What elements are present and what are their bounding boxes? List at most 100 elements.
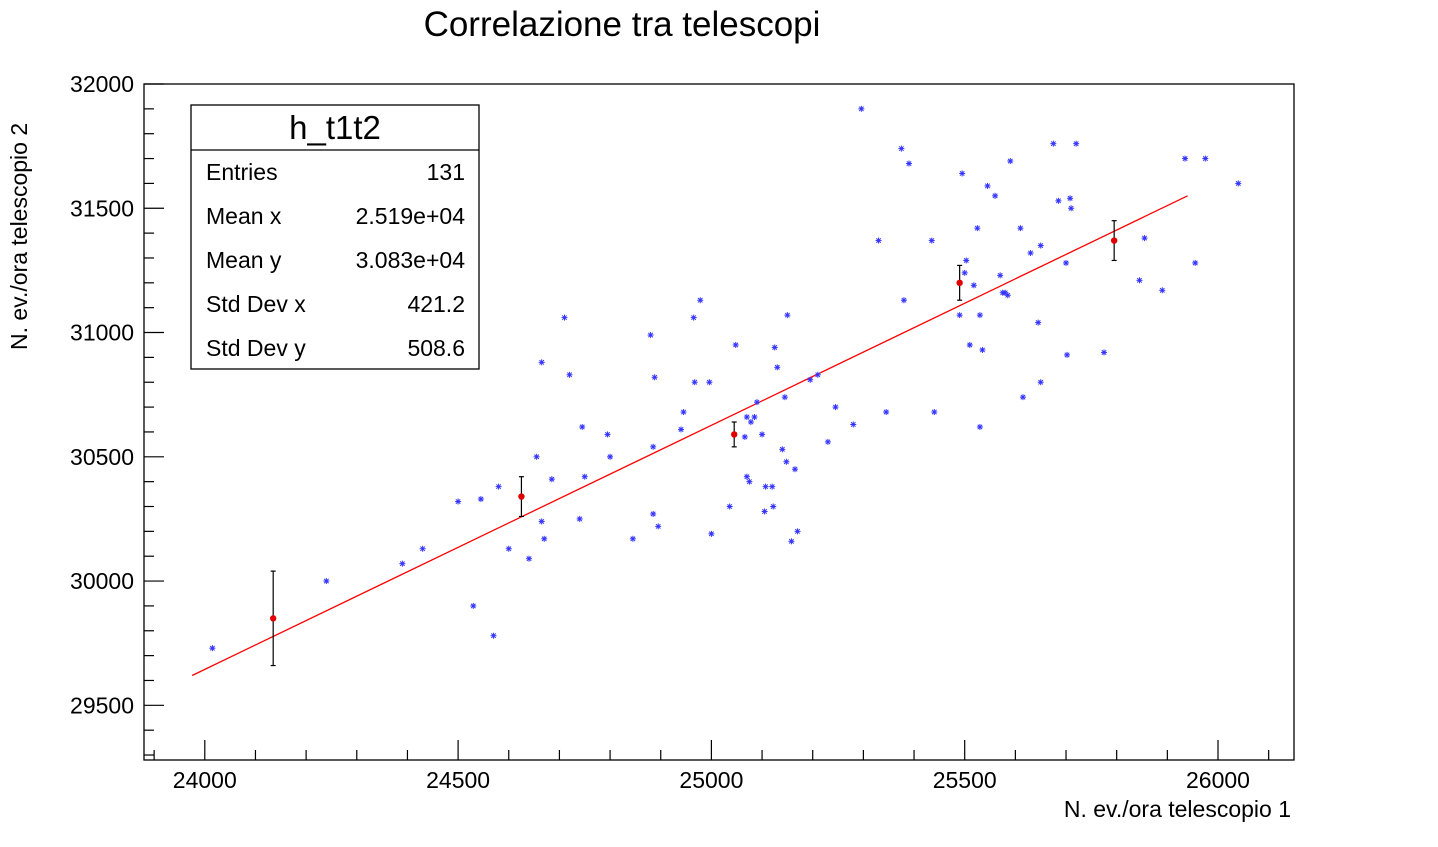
data-point [781, 394, 788, 401]
data-point [931, 409, 938, 416]
data-point [399, 560, 406, 567]
y-tick-label: 31500 [70, 195, 134, 221]
data-point [581, 473, 588, 480]
data-point-stroke [1055, 198, 1061, 204]
data-point-stroke [977, 424, 983, 430]
data-point [548, 476, 555, 483]
data-point [966, 341, 973, 348]
data-point-stroke [744, 414, 750, 420]
data-point [1073, 140, 1080, 147]
x-tick-label: 24000 [173, 767, 237, 793]
stats-box-frame [190, 104, 480, 370]
data-point [759, 431, 766, 438]
data-point-stroke [655, 523, 661, 529]
data-point [1064, 351, 1071, 358]
data-point-stroke [779, 446, 785, 452]
data-point [1159, 287, 1166, 294]
data-point-stroke [1038, 379, 1044, 385]
data-point-stroke [1182, 156, 1188, 162]
data-point-stroke [697, 297, 703, 303]
data-point-stroke [455, 498, 461, 505]
data-point [791, 466, 798, 473]
data-point-stroke [526, 556, 532, 562]
data-point [974, 225, 981, 232]
data-point [746, 478, 753, 485]
data-point [650, 443, 657, 450]
data-point [970, 282, 977, 289]
x-tick-label: 25000 [679, 767, 743, 793]
data-point-stroke [680, 409, 687, 415]
data-point [976, 312, 983, 319]
data-point-stroke [650, 511, 656, 517]
data-point [651, 374, 658, 381]
data-point-stroke [604, 431, 611, 437]
data-point-stroke [977, 312, 983, 318]
data-point-stroke [1192, 260, 1198, 266]
data-point-stroke [1038, 242, 1044, 249]
data-point-stroke [898, 146, 904, 152]
data-point-stroke [1159, 287, 1165, 293]
data-point [629, 535, 636, 542]
profile-point [956, 264, 963, 301]
data-point [779, 446, 786, 453]
data-point [875, 237, 882, 244]
data-point-stroke [1035, 320, 1041, 326]
data-point [706, 379, 713, 386]
data-point-stroke [607, 454, 613, 460]
data-point-stroke [1050, 141, 1056, 147]
data-point [419, 545, 426, 552]
data-point [824, 438, 831, 445]
data-point-stroke [963, 257, 969, 264]
data-point [753, 399, 760, 406]
profile-points-layer [269, 220, 1118, 667]
data-point [490, 632, 497, 639]
data-point [883, 409, 890, 416]
data-point-stroke [1235, 180, 1241, 186]
data-point [832, 404, 839, 411]
data-point-stroke [992, 193, 998, 199]
y-tick-label: 30500 [70, 444, 134, 470]
data-point [1004, 292, 1011, 299]
data-point [533, 453, 540, 460]
data-point-stroke [850, 421, 856, 428]
data-point [579, 423, 586, 430]
data-point-stroke [957, 312, 963, 318]
plot-frame [143, 83, 1295, 761]
data-point-stroke [491, 633, 497, 639]
data-point-stroke [209, 645, 215, 651]
data-point-stroke [678, 426, 684, 433]
profile-point [730, 421, 738, 448]
data-point-stroke [792, 466, 798, 472]
stats-value-mean-y: 3.083e+04 [356, 247, 466, 273]
data-point [697, 297, 704, 304]
data-point-stroke [1202, 156, 1208, 162]
data-point [769, 483, 776, 490]
data-point-stroke [1028, 250, 1034, 256]
data-point [1141, 235, 1148, 242]
data-point [783, 458, 790, 465]
data-point-stroke [650, 444, 656, 450]
data-point [900, 297, 907, 304]
data-point [1202, 155, 1209, 162]
data-point-stroke [399, 561, 405, 567]
data-point [961, 269, 968, 276]
x-axis-title: N. ev./ora telescopio 1 [1064, 796, 1291, 822]
data-point [743, 414, 750, 421]
data-point-stroke [478, 496, 484, 502]
data-point [1055, 197, 1062, 204]
data-point [992, 192, 999, 199]
data-point [690, 314, 697, 321]
data-point [979, 346, 986, 353]
data-point-stroke [858, 106, 864, 112]
data-point-stroke [788, 538, 794, 544]
y-tick-label: 32000 [70, 71, 134, 97]
fit-line [191, 195, 1188, 677]
data-point-stroke [997, 272, 1003, 278]
data-point-stroke [1068, 205, 1074, 211]
data-point [1068, 205, 1075, 212]
data-point [455, 498, 462, 505]
data-point [680, 409, 687, 416]
data-point [774, 364, 781, 371]
data-point-stroke [906, 160, 912, 167]
data-point [1182, 155, 1189, 162]
